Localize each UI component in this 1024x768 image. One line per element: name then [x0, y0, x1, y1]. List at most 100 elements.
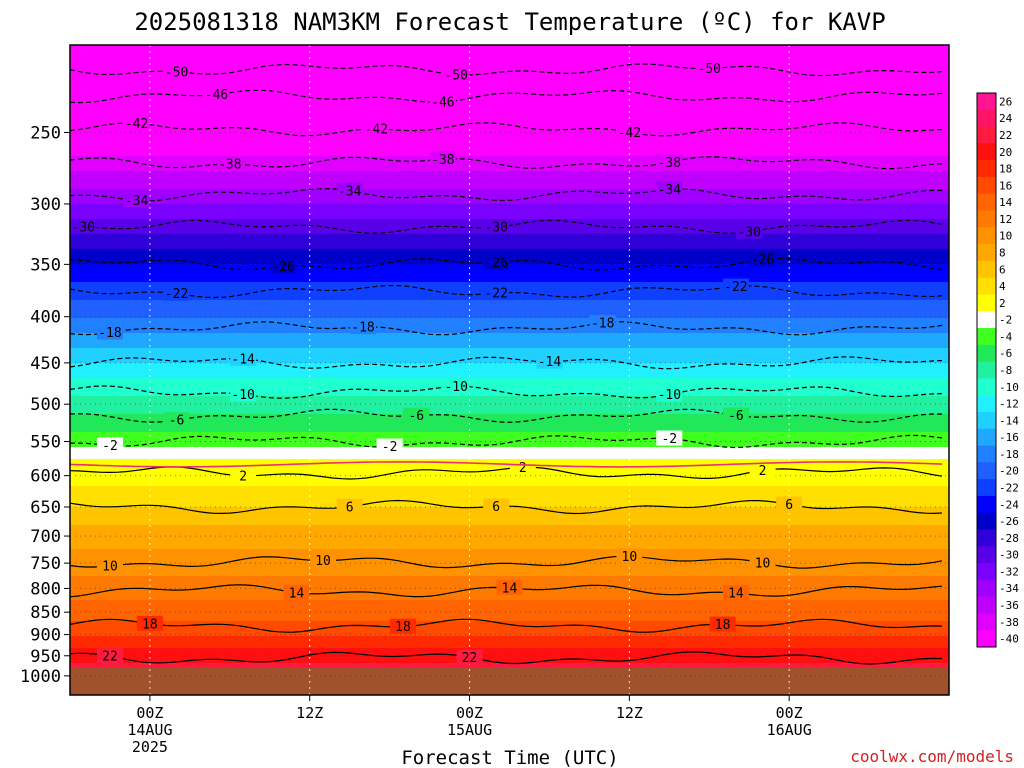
colorbar-label: -28 — [999, 532, 1019, 545]
temperature-band — [70, 264, 949, 268]
temperature-band — [70, 354, 949, 358]
temperature-band — [70, 444, 949, 448]
colorbar-swatch — [977, 344, 996, 363]
isotherm-label-bg — [656, 181, 683, 197]
isotherm-label-bg — [429, 151, 456, 167]
temperature-band — [70, 630, 949, 634]
isotherm-label-bg — [70, 219, 97, 235]
temperature-band — [70, 639, 949, 643]
isotherm-label: -6 — [169, 414, 185, 429]
temperature-band — [70, 240, 949, 244]
isotherm-label: 10 — [315, 554, 331, 569]
isotherm-label-bg — [350, 319, 376, 335]
isotherm-label: 10 — [102, 559, 118, 574]
y-tick-label: 600 — [30, 467, 61, 487]
colorbar-swatch — [977, 277, 996, 295]
temperature-band — [70, 255, 949, 259]
isotherm-label: -2 — [661, 432, 677, 447]
temperature-band — [70, 516, 949, 520]
isotherm-label-bg — [230, 386, 257, 402]
isotherm-label-bg — [203, 86, 230, 102]
isotherm-label-bg — [230, 467, 257, 483]
temperature-band — [70, 108, 949, 112]
temperature-band — [70, 330, 949, 334]
isotherm-label-bg — [696, 60, 723, 76]
temperature-band — [70, 381, 949, 385]
isotherm-label-bg — [456, 649, 483, 665]
colorbar-swatch — [977, 143, 996, 161]
colorbar-swatch — [977, 260, 996, 279]
isotherm-label: 6 — [785, 498, 793, 513]
isotherm-line — [69, 651, 943, 665]
temperature-band — [70, 183, 949, 187]
temperature-band — [70, 306, 949, 310]
isotherm-label-bg — [483, 254, 510, 270]
temperature-band — [70, 495, 949, 499]
temperature-band — [70, 657, 949, 661]
colorbar-swatch — [977, 227, 996, 245]
colorbar-swatch — [977, 93, 996, 111]
colorbar-swatch — [977, 462, 996, 480]
x-tick-label: 00Z — [776, 704, 803, 722]
colorbar-label: -36 — [999, 599, 1019, 612]
temperature-band — [70, 369, 949, 373]
temperature-band — [70, 288, 949, 292]
temperature-band — [70, 549, 949, 553]
isotherm-label-bg — [749, 462, 776, 478]
temperature-band — [70, 507, 949, 511]
isotherm-label-bg — [230, 350, 257, 366]
temperature-band — [70, 612, 949, 616]
temperature-band — [70, 141, 949, 145]
temperature-band — [70, 189, 949, 193]
isotherm-label-bg — [336, 182, 363, 198]
temperature-band — [70, 210, 949, 214]
temperature-band — [70, 312, 949, 316]
plot-frame — [69, 44, 950, 696]
credit-text: coolwx.com/models — [850, 747, 1014, 766]
colorbar-swatch — [977, 529, 996, 547]
colorbar-swatch — [977, 596, 996, 614]
freezing-line — [69, 461, 943, 468]
isotherm-label: -10 — [658, 388, 681, 403]
isotherm-label-bg — [96, 648, 123, 664]
colorbar-label: -4 — [999, 330, 1013, 343]
isotherm-label: 22 — [462, 651, 478, 666]
x-tick-label: 2025 — [132, 738, 168, 756]
colorbar-label: -40 — [999, 633, 1019, 646]
colorbar-label: -34 — [999, 582, 1019, 595]
temperature-band — [70, 318, 949, 322]
y-tick-label: 400 — [30, 308, 61, 328]
isotherm-line — [69, 356, 943, 370]
colorbar-label: -2 — [999, 314, 1012, 327]
isotherm-label: -50 — [165, 65, 188, 80]
colorbar-label: -20 — [999, 465, 1019, 478]
colorbar-swatch — [977, 428, 996, 447]
temperature-band — [70, 270, 949, 274]
temperature-band — [70, 309, 949, 313]
temperature-band — [70, 234, 949, 238]
temperature-band — [70, 396, 949, 400]
isotherm-label-bg — [403, 407, 430, 423]
temperature-band — [70, 345, 949, 349]
temperature-band — [70, 258, 949, 262]
isotherm-label-bg — [270, 258, 297, 274]
isotherm-label: -30 — [72, 221, 95, 236]
temperature-band — [70, 294, 949, 298]
x-tick-label: 12Z — [616, 704, 643, 722]
temperature-band — [70, 147, 949, 151]
temperature-band — [70, 267, 949, 271]
colorbar-label: -18 — [999, 448, 1019, 461]
isotherm-line — [69, 284, 943, 299]
colorbar-label: -12 — [999, 398, 1019, 411]
colorbar-label: 26 — [999, 95, 1012, 108]
colorbar-swatch — [977, 210, 996, 228]
temperature-band — [70, 513, 949, 517]
isotherm-label-bg — [722, 278, 749, 294]
temperature-band — [70, 429, 949, 433]
colorbar-swatch — [977, 495, 996, 514]
y-tick-label: 750 — [30, 554, 61, 574]
isotherm-label: -22 — [165, 287, 188, 302]
y-tick-label: 350 — [30, 255, 61, 275]
temperature-band — [70, 501, 949, 505]
temperature-band — [70, 81, 949, 85]
